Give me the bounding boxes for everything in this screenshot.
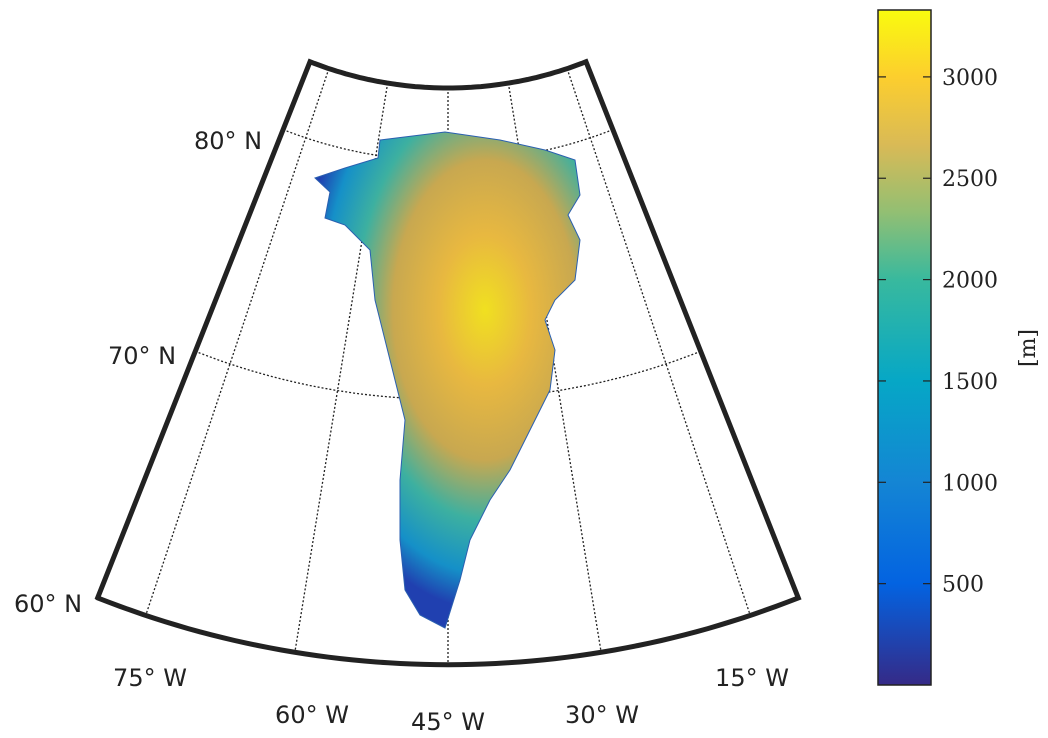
colorbar-tick-label: 2500 [942,167,998,192]
meridian [567,69,750,616]
colorbar-tick-label: 1000 [942,471,998,496]
latitude-label: 70° N [108,342,176,370]
map-figure: [m] 80° N 70° N 60° N 75° W 60° W 45° W 30° W 1… [0,0,1048,738]
colorbar-tick-label: 1500 [942,370,998,395]
colorbar-tick-label: 2000 [942,269,998,294]
longitude-label: 60° W [275,701,349,729]
colorbar-tick-label: 500 [942,573,984,598]
latitude-label: 80° N [194,127,262,155]
longitude-label: 15° W [715,664,789,692]
longitude-label: 75° W [113,664,187,692]
colorbar-tick-label: 3000 [942,66,998,91]
longitude-label: 45° W [411,708,485,736]
greenland [315,132,580,628]
longitude-label: 30° W [565,701,639,729]
latitude-label: 60° N [14,590,82,618]
colorbar-label: [m] [1016,329,1041,367]
